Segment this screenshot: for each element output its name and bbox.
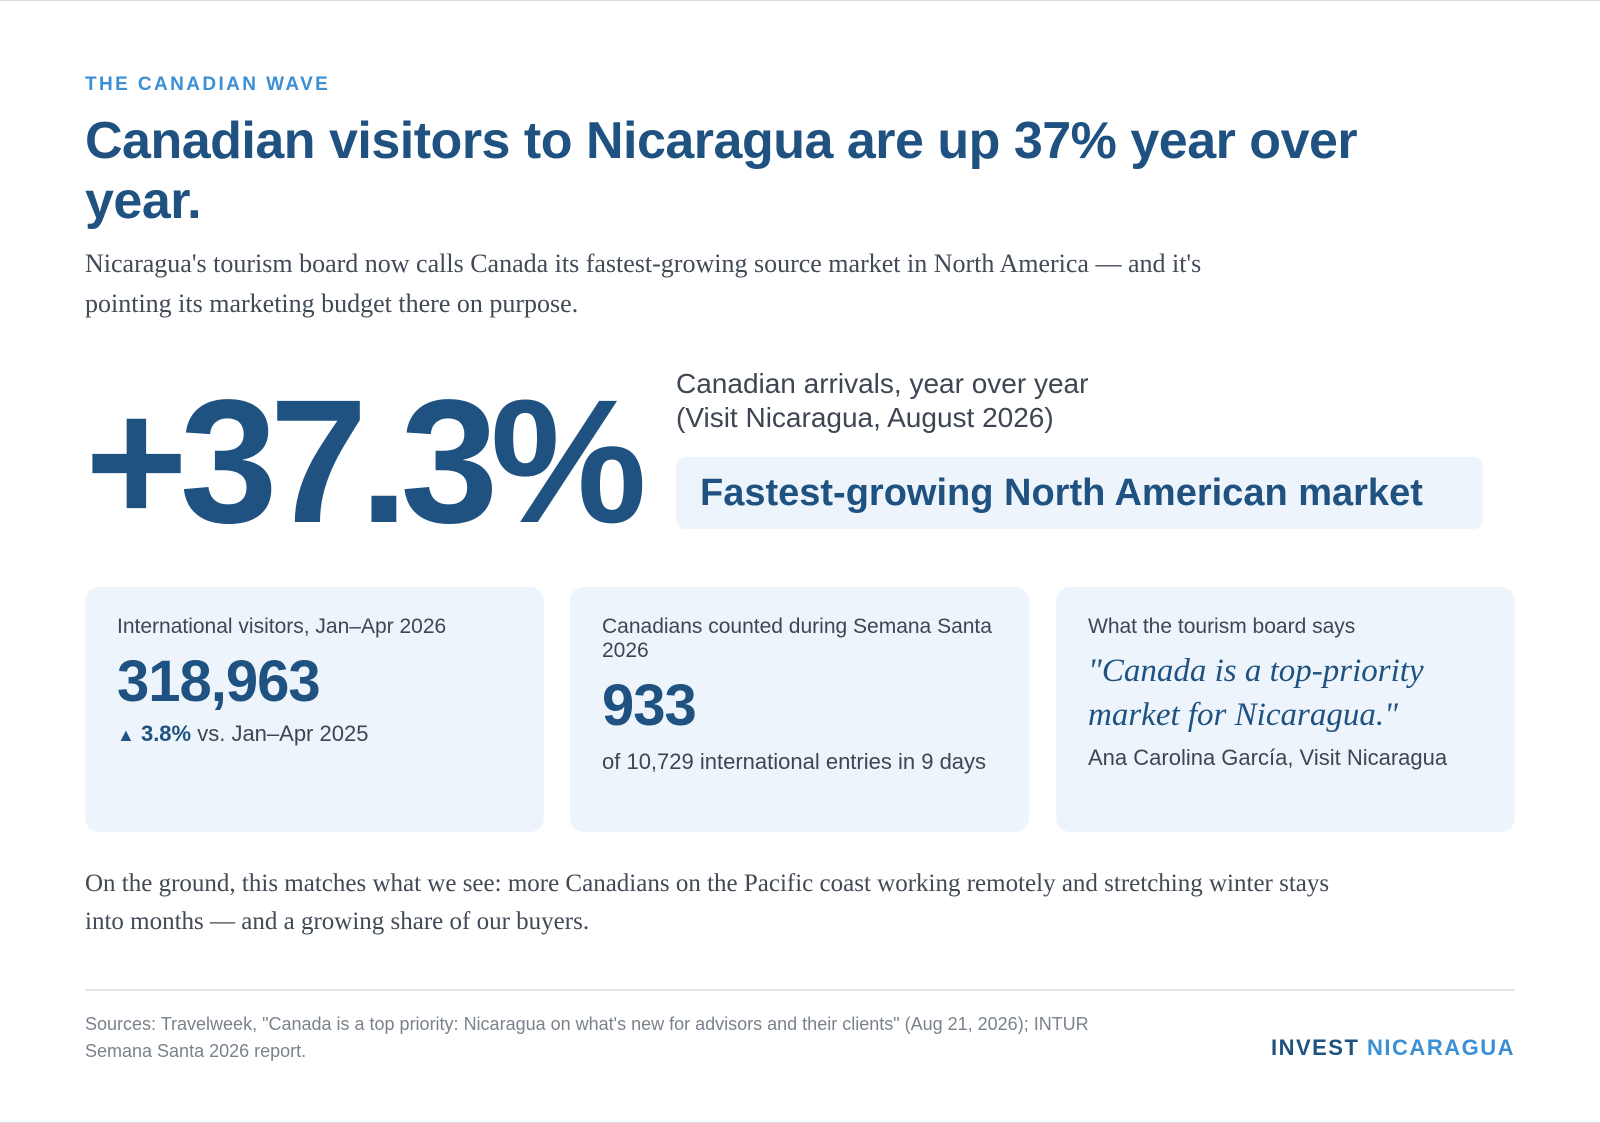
quote-attribution: Ana Carolina García, Visit Nicaragua: [1088, 745, 1448, 770]
card-change: ▲ 3.8% vs. Jan–Apr 2025: [117, 721, 512, 748]
quote-card: What the tourism board says "Canada is a…: [1056, 587, 1515, 832]
card-label: Canadians counted during Semana Santa 20…: [602, 615, 992, 662]
card-value: 318,963: [117, 649, 321, 714]
hero-stat-value: +37.3%: [85, 364, 647, 560]
hero-caption-line2: (Visit Nicaragua, August 2026): [676, 402, 1054, 433]
stat-card-international-visitors: International visitors, Jan–Apr 2026 318…: [85, 587, 544, 832]
card-label: What the tourism board says: [1088, 615, 1356, 638]
top-border: [0, 0, 1600, 1]
body-text: On the ground, this matches what we see:…: [85, 870, 1330, 935]
sources-note: Sources: Travelweek, "Canada is a top pr…: [85, 1014, 1089, 1061]
kicker: THE CANADIAN WAVE: [85, 74, 331, 95]
card-label: International visitors, Jan–Apr 2026: [117, 615, 447, 638]
hero-caption-line1: Canadian arrivals, year over year: [676, 368, 1089, 399]
pull-quote: "Canada is a top-priority market for Nic…: [1088, 653, 1424, 733]
hero-stat-caption: Canadian arrivals, year over year (Visit…: [676, 367, 1376, 435]
brand-part-invest: INVEST: [1270, 1035, 1360, 1060]
headline: Canadian visitors to Nicaragua are up 37…: [85, 112, 1358, 230]
dek: Nicaragua's tourism board now calls Cana…: [85, 249, 1202, 318]
card-foot: of 10,729 international entries in 9 day…: [602, 749, 987, 774]
stat-card-semana-santa: Canadians counted during Semana Santa 20…: [570, 587, 1029, 832]
change-text: vs. Jan–Apr 2025: [191, 721, 369, 746]
change-percent: 3.8%: [140, 721, 192, 746]
brand-logo: INVEST NICARAGUA: [1271, 1035, 1515, 1061]
footer-divider: [85, 989, 1515, 991]
card-value: 933: [602, 673, 697, 738]
up-arrow-icon: ▲: [117, 725, 135, 745]
brand-part-nicaragua: NICARAGUA: [1367, 1035, 1515, 1060]
hero-highlight-pill: Fastest-growing North American market: [676, 457, 1483, 529]
